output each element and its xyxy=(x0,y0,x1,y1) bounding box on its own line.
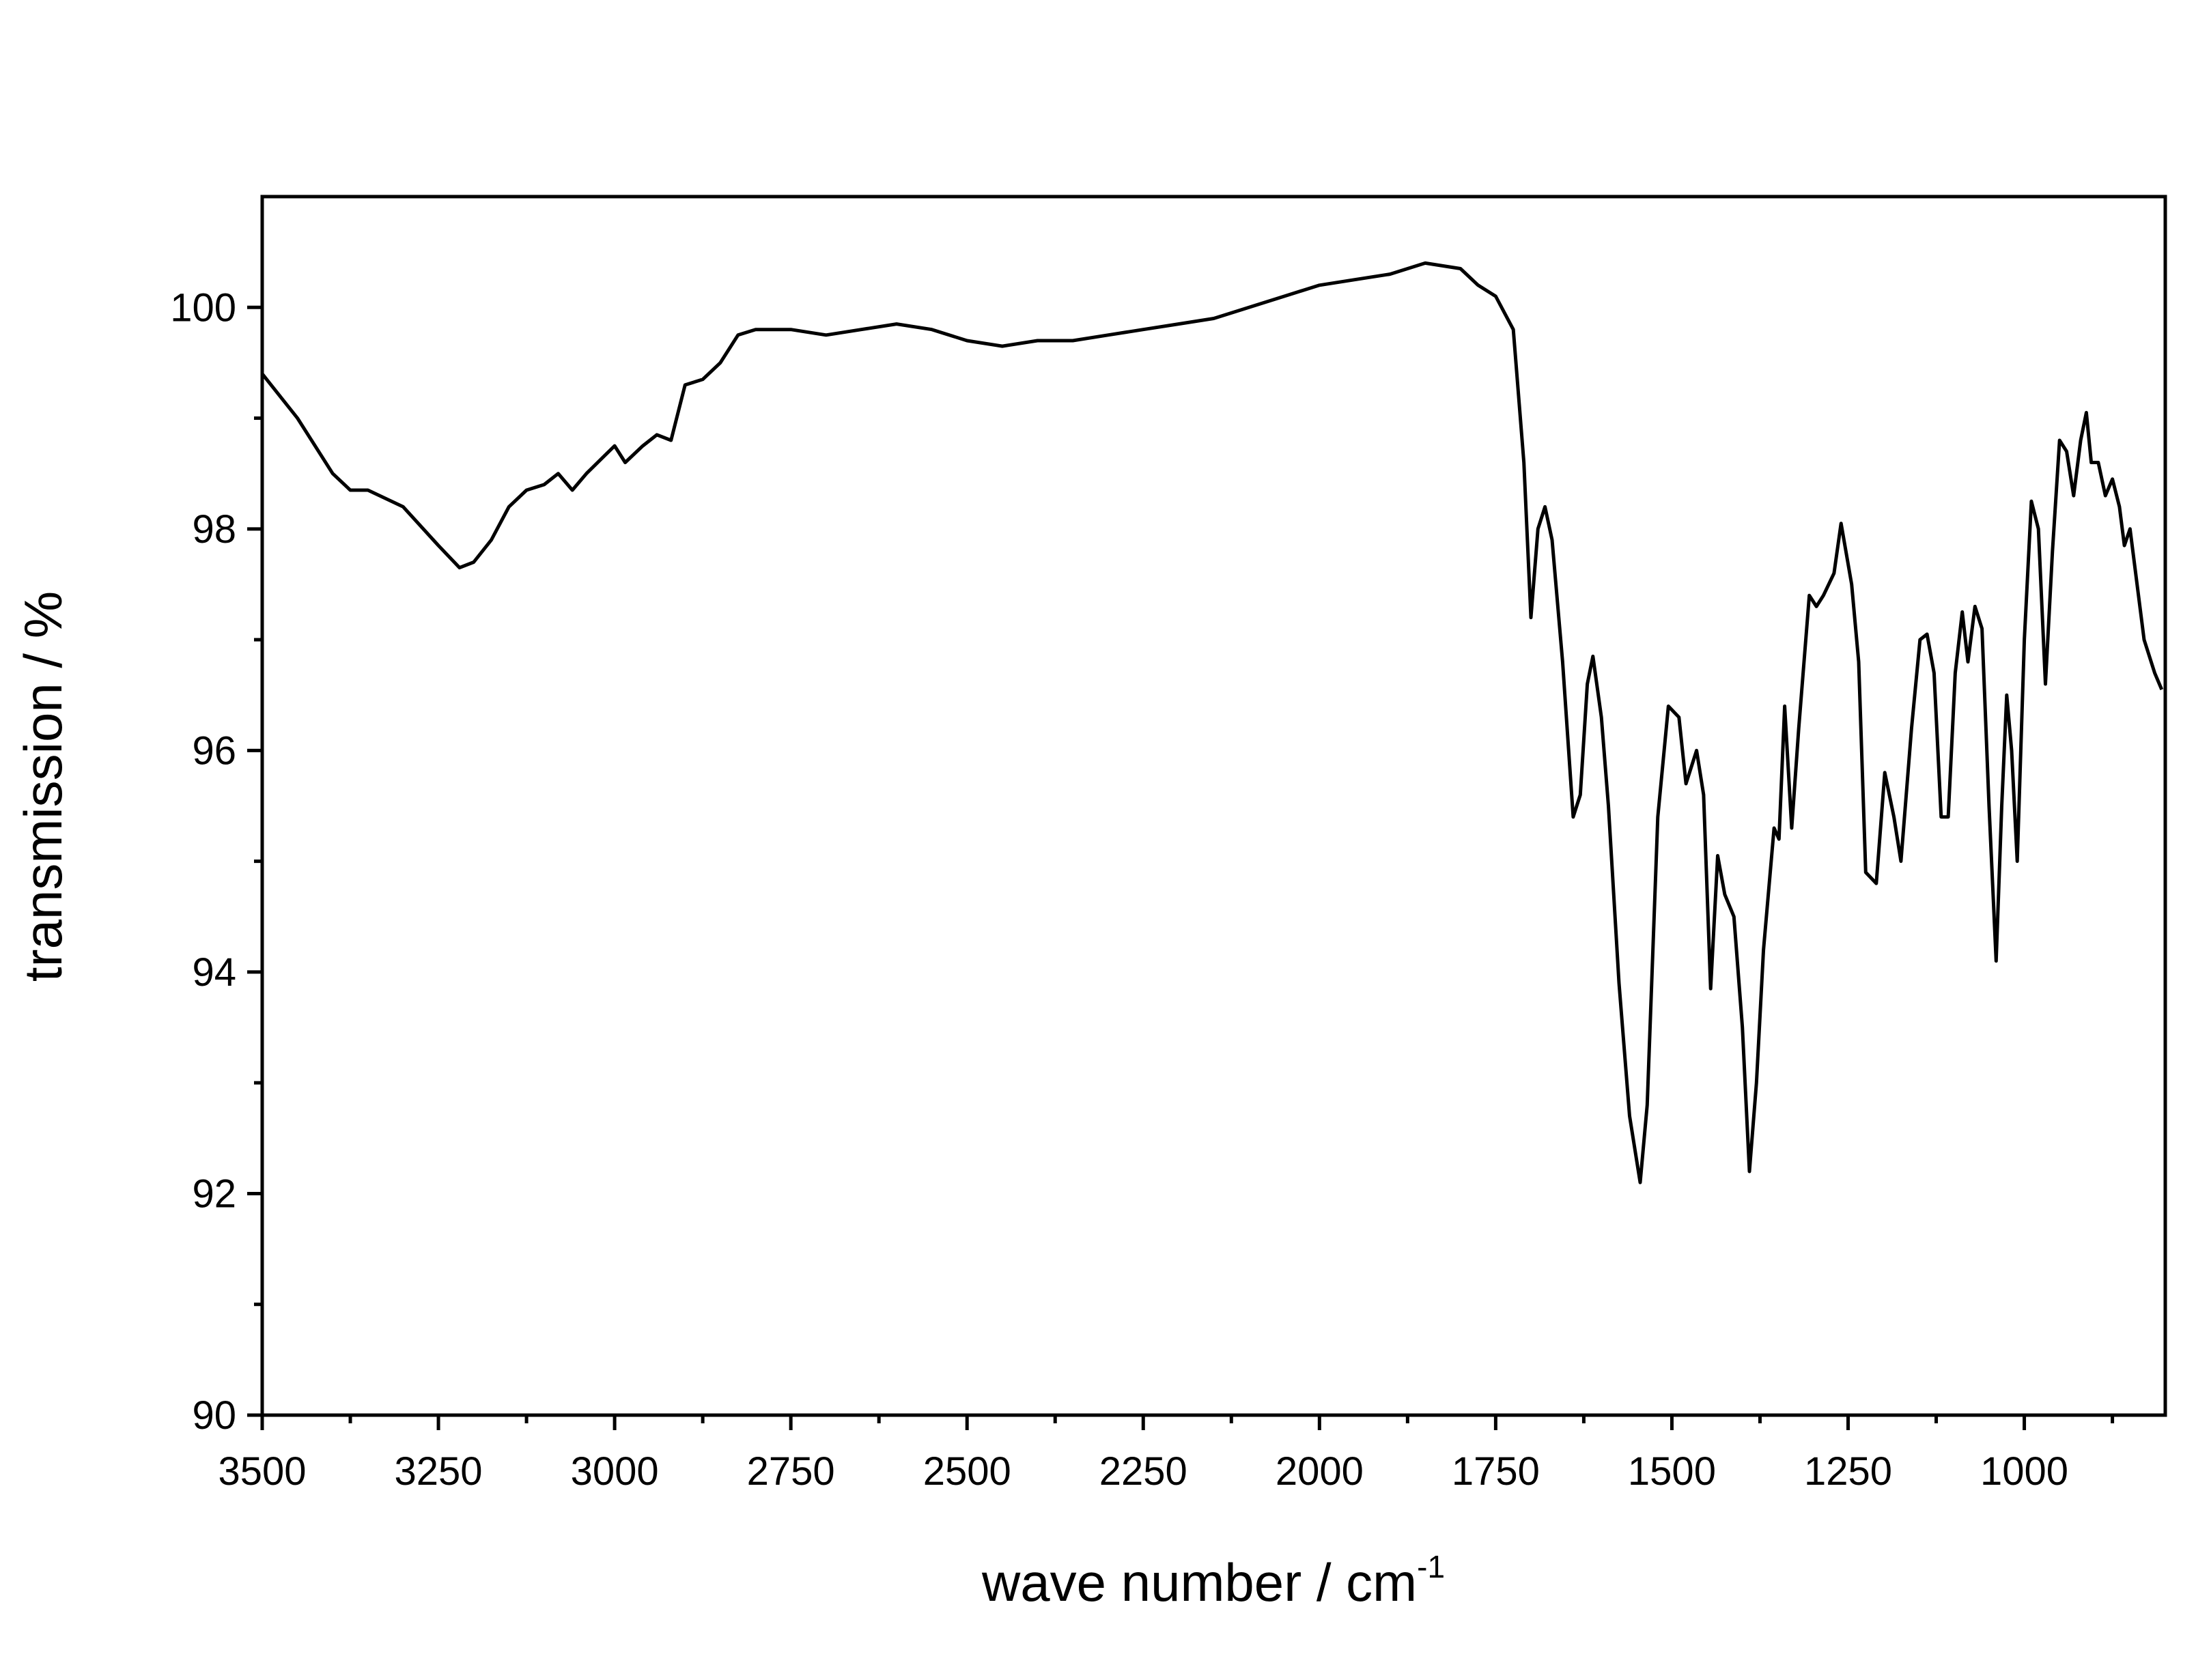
spectrum-line xyxy=(261,261,2164,1184)
x-tick-label: 1500 xyxy=(1628,1449,1716,1494)
x-tick-label: 3500 xyxy=(218,1449,306,1494)
y-tick-label: 90 xyxy=(192,1393,236,1438)
y-tick-label: 94 xyxy=(192,950,236,995)
x-axis-title-superscript: -1 xyxy=(1417,1549,1445,1584)
y-tick-label: 100 xyxy=(170,285,236,330)
x-tick-label: 1000 xyxy=(1980,1449,2068,1494)
y-tick-label: 96 xyxy=(192,728,236,773)
x-tick-label: 2000 xyxy=(1276,1449,1364,1494)
x-axis-title-text: wave number / cm xyxy=(981,1552,1417,1612)
x-axis-title: wave number / cm-1 xyxy=(981,1549,1445,1612)
x-tick-label: 2750 xyxy=(747,1449,835,1494)
y-axis-title: transmission / % xyxy=(13,591,73,982)
plot-frame xyxy=(260,195,2167,1417)
x-tick-label: 2250 xyxy=(1099,1449,1187,1494)
x-tick-label: 2500 xyxy=(923,1449,1011,1494)
x-tick-label: 3250 xyxy=(395,1449,483,1494)
x-tick-label: 1750 xyxy=(1452,1449,1540,1494)
y-tick-label: 98 xyxy=(192,507,236,552)
x-tick-label: 1250 xyxy=(1804,1449,1892,1494)
y-tick-label: 92 xyxy=(192,1171,236,1216)
x-tick-label: 3000 xyxy=(571,1449,659,1494)
